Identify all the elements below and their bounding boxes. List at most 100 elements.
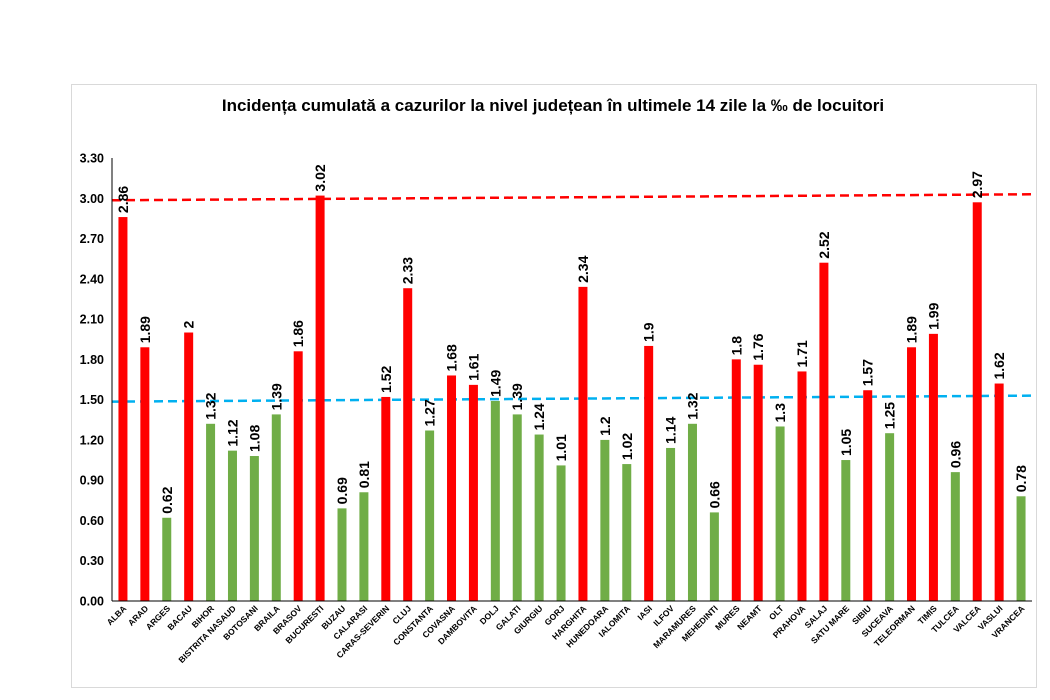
data-label: 1.3 (772, 403, 788, 423)
bar (731, 359, 741, 601)
bar (753, 364, 763, 601)
bar (512, 414, 522, 601)
bar (249, 456, 259, 601)
bar (709, 512, 719, 601)
bar (600, 439, 610, 601)
bar (950, 472, 960, 601)
y-tick-label: 0.90 (80, 474, 104, 488)
bar (490, 400, 500, 601)
y-tick-label: 0.60 (80, 514, 104, 528)
data-label: 2 (181, 321, 197, 329)
bar (622, 464, 632, 601)
x-tick-label: IASI (635, 603, 654, 622)
data-label: 1.32 (203, 392, 219, 419)
bar (885, 433, 895, 601)
axes (111, 158, 1032, 602)
data-label: 1.57 (860, 359, 876, 386)
bar (863, 390, 873, 601)
data-label: 1.62 (991, 352, 1007, 379)
data-label: 1.49 (487, 370, 503, 397)
bar (140, 347, 150, 601)
y-tick-label: 3.30 (80, 152, 104, 166)
data-label: 1.61 (465, 353, 481, 380)
threshold-lines (111, 193, 1033, 403)
bar (162, 517, 172, 601)
bar (644, 345, 654, 601)
y-axis-ticks: 0.00 0.30 0.60 0.90 1.20 1.50 1.80 2.10 2.40 2.70… (80, 152, 104, 609)
y-tick-label: 2.70 (80, 232, 104, 246)
data-label: 2.86 (115, 186, 131, 213)
data-label: 2.97 (969, 171, 985, 198)
data-label: 1.68 (444, 344, 460, 371)
data-label: 1.12 (224, 419, 240, 446)
data-label: 1.89 (904, 316, 920, 343)
bar (666, 447, 676, 601)
data-label: 0.62 (159, 486, 175, 513)
chart-title: Incidența cumulată a cazurilor la nivel … (221, 96, 885, 115)
data-label: 0.66 (706, 481, 722, 508)
data-label: 0.81 (356, 461, 372, 488)
data-label: 1.71 (794, 340, 810, 367)
bar (556, 465, 566, 601)
data-label: 1.86 (290, 320, 306, 347)
bars (118, 195, 1026, 602)
x-tick-label: BACAU (165, 603, 194, 632)
bar (206, 423, 216, 601)
y-tick-label: 2.10 (80, 313, 104, 327)
bar (118, 217, 128, 602)
bar (1016, 496, 1026, 601)
bar (271, 414, 281, 601)
data-label: 1.39 (268, 383, 284, 410)
bar (907, 347, 917, 601)
y-tick-label: 2.40 (80, 272, 104, 286)
y-tick-label: 0.00 (80, 595, 104, 609)
y-tick-label: 3.00 (80, 192, 104, 206)
data-label: 1.24 (531, 403, 547, 430)
bar (819, 262, 829, 601)
data-labels: 2.86 1.89 0.62 2 1.32 1.12 1.08 1.39 1.86 3.02 0.6… (115, 164, 1029, 514)
data-label: 1.8 (728, 336, 744, 356)
bar (928, 333, 938, 601)
data-label: 1.25 (882, 402, 898, 429)
data-label: 1.89 (137, 316, 153, 343)
bar (315, 195, 325, 601)
y-tick-label: 1.50 (80, 393, 104, 407)
bar (534, 434, 544, 601)
bar (381, 396, 391, 601)
data-label: 3.02 (312, 164, 328, 191)
bar (994, 383, 1004, 601)
bar (425, 430, 435, 601)
bar (293, 351, 303, 601)
bar (227, 450, 237, 601)
bar (797, 371, 807, 601)
data-label: 1.52 (378, 365, 394, 392)
data-label: 2.33 (400, 257, 416, 284)
data-label: 1.14 (663, 417, 679, 444)
bar (359, 492, 369, 601)
bar (972, 202, 982, 602)
data-label: 1.27 (422, 399, 438, 426)
bar (578, 286, 588, 601)
data-label: 1.08 (246, 425, 262, 452)
data-label: 1.32 (684, 392, 700, 419)
data-label: 1.39 (509, 383, 525, 410)
bar (184, 332, 194, 601)
y-tick-label: 0.30 (80, 554, 104, 568)
data-label: 1.02 (619, 433, 635, 460)
bar (403, 288, 413, 601)
y-tick-label: 1.80 (80, 353, 104, 367)
bar (687, 423, 697, 601)
data-label: 1.99 (925, 302, 941, 329)
y-tick-label: 1.20 (80, 433, 104, 447)
data-label: 2.52 (816, 231, 832, 258)
data-label: 0.69 (334, 477, 350, 504)
data-label: 1.76 (750, 333, 766, 360)
x-tick-label: NEAMT (735, 603, 764, 632)
data-label: 1.01 (553, 434, 569, 461)
x-tick-label: ALBA (105, 603, 129, 627)
bar (775, 426, 785, 601)
threshold-line (111, 394, 1033, 403)
data-label: 0.96 (947, 441, 963, 468)
